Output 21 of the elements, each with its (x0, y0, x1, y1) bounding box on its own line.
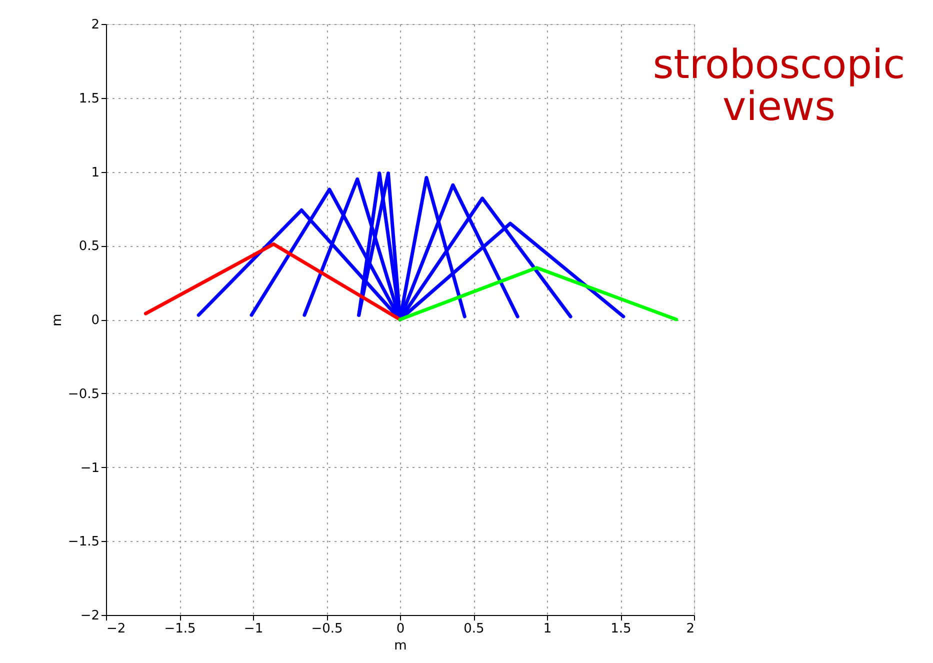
y-tick-label: 1 (91, 165, 100, 180)
annotation: stroboscopic views (652, 42, 906, 130)
y-tick-label: 1.5 (78, 91, 100, 106)
x-tick-label: 1 (543, 622, 552, 636)
x-tick-label: −2 (106, 622, 126, 636)
y-tick-label: 0 (91, 313, 100, 328)
x-tick-label: 2 (686, 622, 694, 636)
y-tick-label: −2 (80, 608, 100, 624)
y-tick-label: −0.5 (68, 386, 100, 402)
x-tick-label: −1 (244, 622, 264, 636)
y-tick-label: −1.5 (68, 534, 100, 550)
x-tick-label: 0.5 (464, 622, 484, 636)
x-tick-label: −1.5 (164, 622, 196, 636)
x-tick-label: 0 (396, 622, 405, 636)
y-tick-label: 0.5 (78, 239, 100, 254)
x-axis-title: m (394, 638, 407, 654)
y-tick-label: −1 (80, 460, 100, 476)
x-tick-label: −0.5 (311, 622, 343, 636)
y-axis-title: m (50, 314, 65, 326)
x-tick-label: 1.5 (610, 622, 632, 636)
y-tick-label: 2 (91, 18, 100, 32)
